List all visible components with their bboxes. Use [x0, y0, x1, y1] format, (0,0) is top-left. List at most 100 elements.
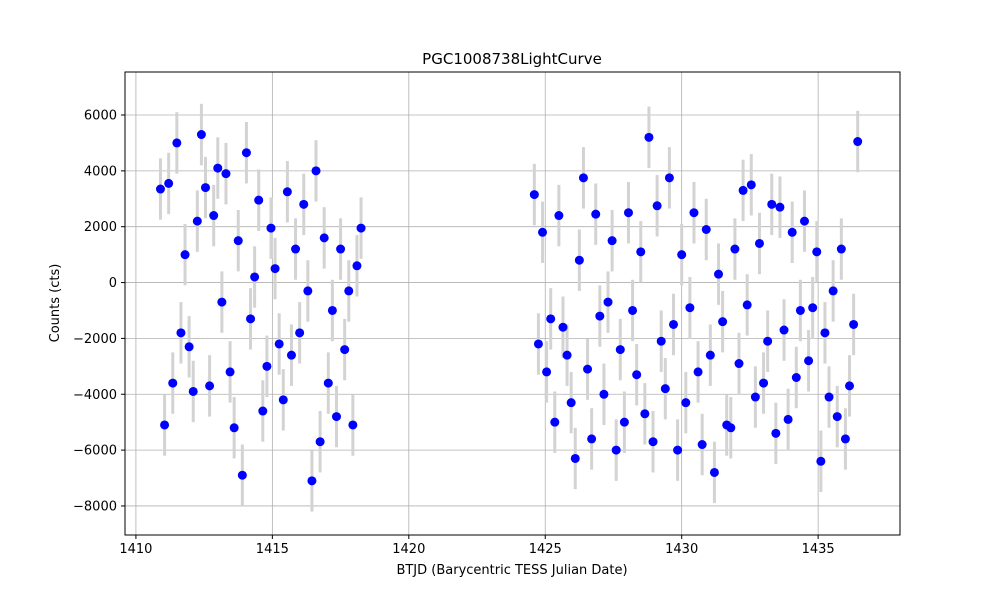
data-point [566, 398, 576, 408]
data-point [685, 303, 695, 313]
data-point [246, 314, 256, 324]
y-tick-label: 6000 [84, 109, 117, 124]
data-point [538, 227, 548, 237]
data-point [673, 445, 683, 455]
data-point [254, 195, 264, 205]
data-point [550, 417, 560, 427]
data-point [221, 169, 231, 179]
data-point [795, 305, 805, 315]
data-point [578, 173, 588, 183]
data-point [307, 476, 317, 486]
data-point [192, 216, 202, 226]
data-point [705, 350, 715, 360]
data-point [591, 209, 601, 219]
x-tick-label: 1430 [665, 542, 698, 557]
data-point [832, 412, 842, 422]
data-point [767, 199, 777, 209]
y-tick-label: −4000 [73, 388, 117, 403]
data-point [648, 437, 658, 447]
data-point [783, 414, 793, 424]
data-point [356, 223, 366, 233]
data-point [583, 364, 593, 374]
data-point [164, 178, 174, 188]
data-point [533, 339, 543, 349]
data-point [652, 201, 662, 211]
data-point [323, 378, 333, 388]
data-point [340, 345, 350, 355]
data-point [587, 434, 597, 444]
data-point [262, 361, 272, 371]
data-point [327, 305, 337, 315]
data-point [681, 398, 691, 408]
data-point [213, 163, 223, 173]
data-point [718, 317, 728, 327]
data-point [562, 350, 572, 360]
data-point [295, 328, 305, 338]
data-point [623, 208, 633, 218]
data-point [669, 319, 679, 329]
data-point [319, 233, 329, 243]
data-point [270, 264, 280, 274]
data-point [611, 445, 621, 455]
data-point [299, 199, 309, 209]
data-point [664, 173, 674, 183]
data-point [779, 325, 789, 335]
data-point [311, 166, 321, 176]
y-tick-label: −2000 [73, 332, 117, 347]
data-point [693, 367, 703, 377]
data-point [303, 286, 313, 296]
data-point [217, 297, 227, 307]
data-point [775, 202, 785, 212]
y-tick-label: 2000 [84, 220, 117, 235]
data-point [660, 384, 670, 394]
data-point [205, 381, 215, 391]
data-point [160, 420, 170, 430]
x-tick-label: 1435 [802, 542, 835, 557]
data-point [816, 456, 826, 466]
data-point [791, 373, 801, 383]
data-point [241, 148, 251, 158]
data-point [746, 180, 756, 190]
data-point [209, 211, 219, 221]
data-point [315, 437, 325, 447]
data-point [644, 132, 654, 142]
data-point [250, 272, 260, 282]
data-point [201, 183, 211, 193]
data-point [599, 389, 609, 399]
data-point [636, 247, 646, 257]
data-point [188, 386, 198, 396]
x-axis-label: BTJD (Barycentric TESS Julian Date) [396, 563, 627, 578]
data-point [336, 244, 346, 254]
data-point [542, 367, 552, 377]
data-point [701, 224, 711, 234]
data-point [237, 470, 247, 480]
data-point [180, 250, 190, 260]
data-point [689, 208, 699, 218]
data-point [632, 370, 642, 380]
y-axis-label: Counts (cts) [48, 264, 63, 343]
data-point [799, 216, 809, 226]
data-point [726, 423, 736, 433]
data-point [853, 137, 863, 147]
data-point [656, 336, 666, 346]
data-point [352, 261, 362, 271]
data-point [274, 339, 284, 349]
data-point [804, 356, 814, 366]
y-tick-label: −6000 [73, 444, 117, 459]
data-point [348, 420, 358, 430]
x-tick-label: 1425 [529, 542, 562, 557]
x-tick-label: 1415 [256, 542, 289, 557]
y-tick-label: 0 [109, 276, 117, 291]
data-point [286, 350, 296, 360]
data-point [603, 297, 613, 307]
data-point [554, 211, 564, 221]
data-point [607, 236, 617, 246]
data-point [771, 428, 781, 438]
data-point [176, 328, 186, 338]
data-point [615, 345, 625, 355]
data-point [677, 250, 687, 260]
data-point [845, 381, 855, 391]
y-tick-label: −8000 [73, 499, 117, 514]
